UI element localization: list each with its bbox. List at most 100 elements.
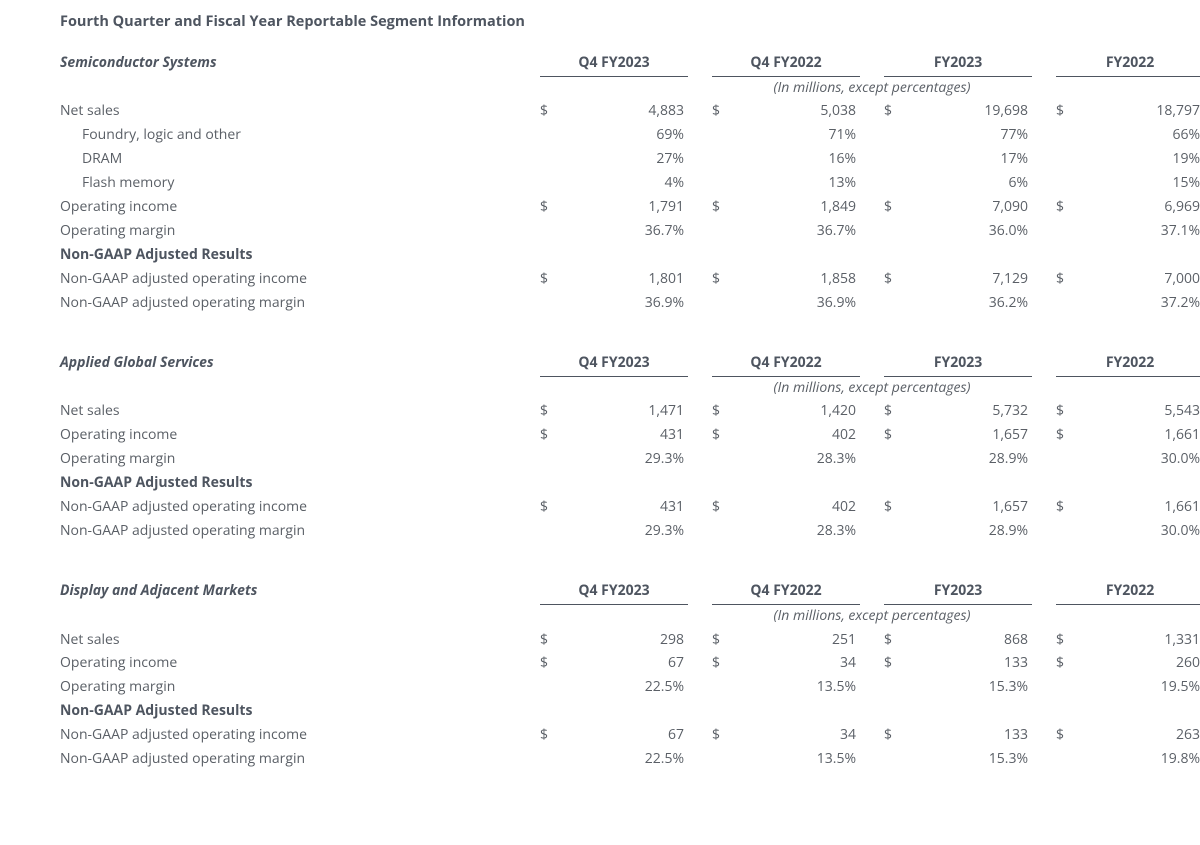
table-row: Operating income$431$402$1,657$1,661 bbox=[60, 424, 1200, 448]
currency-symbol bbox=[884, 471, 906, 495]
cell-value: 71% bbox=[734, 124, 860, 148]
column-header: Q4 FY2022 bbox=[712, 349, 860, 377]
row-label: Non-GAAP adjusted operating income bbox=[60, 495, 540, 519]
cell-value: 13.5% bbox=[734, 676, 860, 700]
currency-symbol: $ bbox=[1056, 267, 1078, 291]
row-label: Foundry, logic and other bbox=[60, 124, 540, 148]
cell-value: 402 bbox=[734, 495, 860, 519]
table-row: Non-GAAP adjusted operating margin29.3%2… bbox=[60, 519, 1200, 543]
currency-symbol bbox=[540, 172, 562, 196]
cell-value bbox=[906, 471, 1032, 495]
row-label: Net sales bbox=[60, 628, 540, 652]
row-label: Non-GAAP adjusted operating margin bbox=[60, 747, 540, 771]
table-row: Operating margin29.3%28.3%28.9%30.0% bbox=[60, 448, 1200, 472]
table-row: Operating income$67$34$133$260 bbox=[60, 652, 1200, 676]
cell-value: 1,331 bbox=[1078, 628, 1200, 652]
cell-value: 28.9% bbox=[906, 519, 1032, 543]
currency-symbol: $ bbox=[712, 400, 734, 424]
cell-value: 19,698 bbox=[906, 100, 1032, 124]
row-label: Non-GAAP Adjusted Results bbox=[60, 243, 540, 267]
currency-symbol: $ bbox=[712, 495, 734, 519]
currency-symbol bbox=[884, 291, 906, 315]
cell-value: 868 bbox=[906, 628, 1032, 652]
cell-value: 5,038 bbox=[734, 100, 860, 124]
cell-value: 5,732 bbox=[906, 400, 1032, 424]
cell-value: 19% bbox=[1078, 148, 1200, 172]
cell-value: 251 bbox=[734, 628, 860, 652]
cell-value: 29.3% bbox=[562, 448, 688, 472]
cell-value: 402 bbox=[734, 424, 860, 448]
cell-value: 36.9% bbox=[734, 291, 860, 315]
cell-value: 13% bbox=[734, 172, 860, 196]
currency-symbol bbox=[712, 676, 734, 700]
segment-block: Applied Global ServicesQ4 FY2023Q4 FY202… bbox=[60, 349, 1140, 543]
currency-symbol bbox=[540, 519, 562, 543]
segment-table: Display and Adjacent MarketsQ4 FY2023Q4 … bbox=[60, 577, 1200, 771]
cell-value: 1,661 bbox=[1078, 495, 1200, 519]
cell-value: 77% bbox=[906, 124, 1032, 148]
cell-value: 7,129 bbox=[906, 267, 1032, 291]
cell-value: 36.0% bbox=[906, 219, 1032, 243]
segment-table: Applied Global ServicesQ4 FY2023Q4 FY202… bbox=[60, 349, 1200, 543]
cell-value bbox=[562, 243, 688, 267]
column-header: FY2023 bbox=[884, 577, 1032, 605]
currency-symbol: $ bbox=[712, 724, 734, 748]
cell-value: 30.0% bbox=[1078, 448, 1200, 472]
currency-symbol: $ bbox=[1056, 495, 1078, 519]
table-row: Operating income$1,791$1,849$7,090$6,969 bbox=[60, 195, 1200, 219]
currency-symbol: $ bbox=[884, 267, 906, 291]
cell-value: 7,090 bbox=[906, 195, 1032, 219]
currency-symbol: $ bbox=[540, 495, 562, 519]
cell-value: 36.7% bbox=[562, 219, 688, 243]
currency-symbol bbox=[884, 219, 906, 243]
currency-symbol bbox=[884, 124, 906, 148]
cell-value bbox=[1078, 700, 1200, 724]
table-row: Non-GAAP adjusted operating income$1,801… bbox=[60, 267, 1200, 291]
currency-symbol bbox=[712, 148, 734, 172]
currency-symbol bbox=[1056, 291, 1078, 315]
row-label: Operating income bbox=[60, 195, 540, 219]
table-row: Net sales$1,471$1,420$5,732$5,543 bbox=[60, 400, 1200, 424]
table-row: Foundry, logic and other69%71%77%66% bbox=[60, 124, 1200, 148]
cell-value: 4% bbox=[562, 172, 688, 196]
cell-value bbox=[734, 700, 860, 724]
cell-value: 15.3% bbox=[906, 747, 1032, 771]
row-label: Non-GAAP adjusted operating margin bbox=[60, 519, 540, 543]
cell-value: 5,543 bbox=[1078, 400, 1200, 424]
currency-symbol bbox=[884, 519, 906, 543]
currency-symbol: $ bbox=[1056, 100, 1078, 124]
column-header: Q4 FY2022 bbox=[712, 577, 860, 605]
cell-value: 1,657 bbox=[906, 424, 1032, 448]
cell-value: 19.5% bbox=[1078, 676, 1200, 700]
column-header: Q4 FY2023 bbox=[540, 49, 688, 77]
currency-symbol bbox=[540, 291, 562, 315]
currency-symbol bbox=[1056, 448, 1078, 472]
cell-value: 6% bbox=[906, 172, 1032, 196]
cell-value: 263 bbox=[1078, 724, 1200, 748]
cell-value: 37.1% bbox=[1078, 219, 1200, 243]
table-row: Non-GAAP adjusted operating margin36.9%3… bbox=[60, 291, 1200, 315]
currency-symbol bbox=[712, 747, 734, 771]
segment-block: Display and Adjacent MarketsQ4 FY2023Q4 … bbox=[60, 577, 1140, 771]
column-header: FY2022 bbox=[1056, 49, 1200, 77]
currency-symbol: $ bbox=[1056, 628, 1078, 652]
currency-symbol: $ bbox=[884, 495, 906, 519]
table-row: Flash memory4%13%6%15% bbox=[60, 172, 1200, 196]
currency-symbol bbox=[540, 700, 562, 724]
cell-value: 18,797 bbox=[1078, 100, 1200, 124]
cell-value bbox=[906, 700, 1032, 724]
cell-value bbox=[734, 471, 860, 495]
cell-value: 28.3% bbox=[734, 519, 860, 543]
cell-value: 1,791 bbox=[562, 195, 688, 219]
cell-value: 1,420 bbox=[734, 400, 860, 424]
table-row: Non-GAAP adjusted operating income$431$4… bbox=[60, 495, 1200, 519]
currency-symbol bbox=[1056, 219, 1078, 243]
currency-symbol: $ bbox=[712, 628, 734, 652]
currency-symbol: $ bbox=[712, 195, 734, 219]
currency-symbol: $ bbox=[1056, 652, 1078, 676]
currency-symbol bbox=[712, 471, 734, 495]
table-row: Non-GAAP Adjusted Results bbox=[60, 471, 1200, 495]
cell-value: 1,858 bbox=[734, 267, 860, 291]
currency-symbol bbox=[884, 243, 906, 267]
cell-value: 22.5% bbox=[562, 747, 688, 771]
